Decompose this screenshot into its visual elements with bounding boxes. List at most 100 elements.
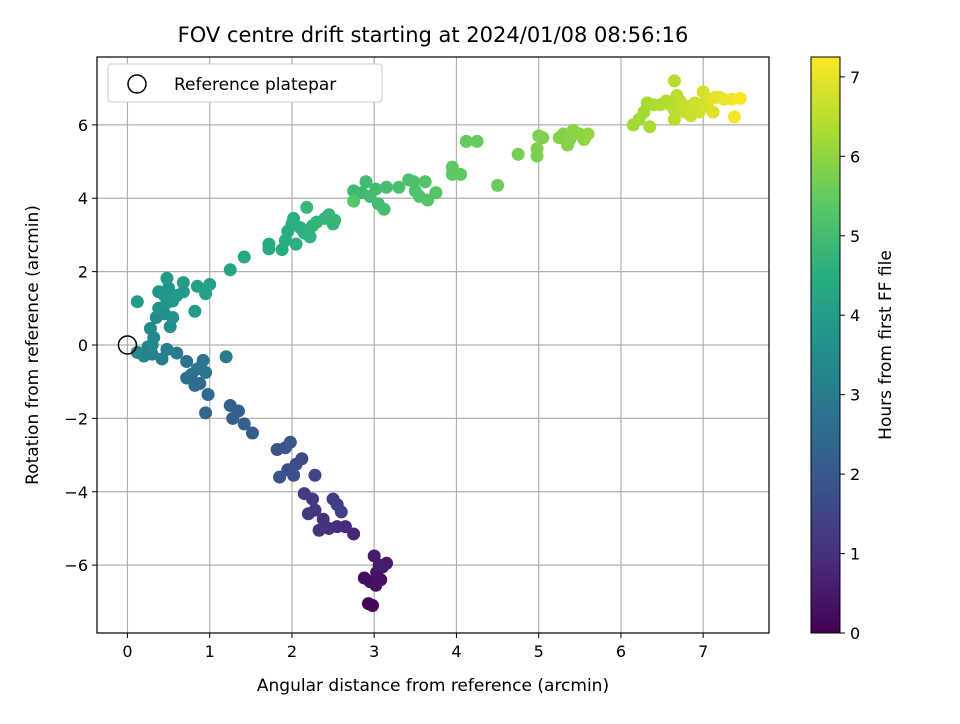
data-point — [380, 180, 394, 194]
data-points — [130, 74, 747, 612]
colorbar-tick-label: 0 — [850, 624, 860, 643]
data-point — [361, 597, 375, 611]
data-point — [300, 200, 314, 214]
colorbar-tick-label: 5 — [850, 227, 860, 246]
data-point — [223, 399, 237, 413]
data-point — [733, 91, 747, 105]
data-point — [328, 213, 342, 227]
colorbar-gradient — [810, 56, 841, 634]
y-tick-label: −4 — [64, 483, 88, 502]
data-point — [237, 250, 251, 264]
x-tick-label: 3 — [369, 642, 379, 661]
x-tick-label: 2 — [287, 642, 297, 661]
data-point — [130, 295, 144, 309]
colorbar-tick-label: 1 — [850, 545, 860, 564]
data-point — [160, 271, 174, 285]
data-point — [359, 175, 373, 189]
data-point — [372, 558, 386, 572]
data-point — [262, 242, 276, 256]
data-point — [180, 371, 194, 385]
data-point — [283, 435, 297, 449]
colorbar-ticks: 0 1 2 3 4 5 6 7 — [840, 68, 860, 643]
y-tick-label: 4 — [78, 189, 88, 208]
data-point — [303, 230, 317, 244]
data-point — [143, 321, 157, 335]
data-point — [530, 142, 544, 156]
colorbar-tick-label: 2 — [850, 465, 860, 484]
data-point — [289, 237, 303, 251]
x-tick-label: 0 — [122, 642, 132, 661]
data-point — [459, 134, 473, 148]
x-tick-label: 5 — [534, 642, 544, 661]
data-point — [706, 105, 720, 119]
data-point — [237, 417, 251, 431]
colorbar-label: Hours from first FF file — [876, 250, 896, 440]
colorbar-tick-label: 7 — [850, 68, 860, 87]
y-axis-label: Rotation from reference (arcmin) — [23, 205, 43, 485]
x-tick-label: 7 — [698, 642, 708, 661]
data-point — [581, 127, 595, 141]
data-point — [130, 345, 144, 359]
data-point — [226, 411, 240, 425]
x-tick-label: 1 — [205, 642, 215, 661]
data-point — [536, 131, 550, 145]
y-tick-label: −6 — [64, 556, 88, 575]
colorbar-tick-label: 4 — [850, 306, 860, 325]
data-point — [155, 352, 169, 366]
data-point — [273, 470, 287, 484]
x-tick-label: 6 — [616, 642, 626, 661]
data-point — [470, 134, 484, 148]
data-point — [176, 285, 190, 299]
reference-marker — [117, 335, 138, 355]
y-tick-label: 0 — [78, 336, 88, 355]
grid — [97, 57, 769, 633]
y-tick-label: 6 — [78, 116, 88, 135]
data-point — [312, 523, 326, 537]
data-point — [643, 120, 657, 134]
data-point — [491, 178, 505, 192]
y-tick-label: 2 — [78, 263, 88, 282]
data-point — [377, 202, 391, 216]
x-axis: 0 1 2 3 4 5 6 7 — [122, 633, 708, 661]
data-point — [203, 277, 217, 291]
data-point — [301, 507, 315, 521]
colorbar-tick-label: 3 — [850, 386, 860, 405]
data-point — [369, 182, 383, 196]
y-axis: −6 −4 −2 0 2 4 6 — [64, 116, 97, 575]
data-point — [308, 468, 322, 482]
data-point — [347, 194, 361, 208]
data-point — [219, 350, 233, 364]
data-point — [201, 388, 215, 402]
data-point — [667, 74, 681, 88]
legend-marker — [127, 74, 147, 94]
y-tick-label: −2 — [64, 409, 88, 428]
data-point — [180, 355, 194, 369]
data-point — [418, 175, 432, 189]
data-point — [170, 346, 184, 360]
data-point — [160, 342, 174, 356]
data-point — [166, 310, 180, 324]
legend-box — [107, 63, 383, 103]
data-point — [454, 167, 468, 181]
data-point — [316, 512, 330, 526]
data-point — [188, 304, 202, 318]
data-point — [223, 263, 237, 277]
legend: Reference platepar — [107, 63, 383, 103]
data-point — [245, 426, 259, 440]
legend-label: Reference platepar — [174, 75, 336, 95]
colorbar: 0 1 2 3 4 5 6 7 Hours from first FF file — [810, 56, 896, 643]
data-point — [334, 505, 348, 519]
data-point — [667, 112, 681, 126]
x-axis-label: Angular distance from reference (arcmin) — [257, 676, 609, 696]
chart-title: FOV centre drift starting at 2024/01/08 … — [178, 23, 689, 47]
colorbar-tick-label: 6 — [850, 147, 860, 166]
data-point — [176, 276, 190, 290]
data-point — [429, 186, 443, 200]
x-tick-label: 4 — [451, 642, 461, 661]
data-point — [199, 406, 213, 420]
data-point — [297, 487, 311, 501]
data-point — [392, 180, 406, 194]
data-point — [727, 110, 741, 124]
data-point — [196, 353, 210, 367]
